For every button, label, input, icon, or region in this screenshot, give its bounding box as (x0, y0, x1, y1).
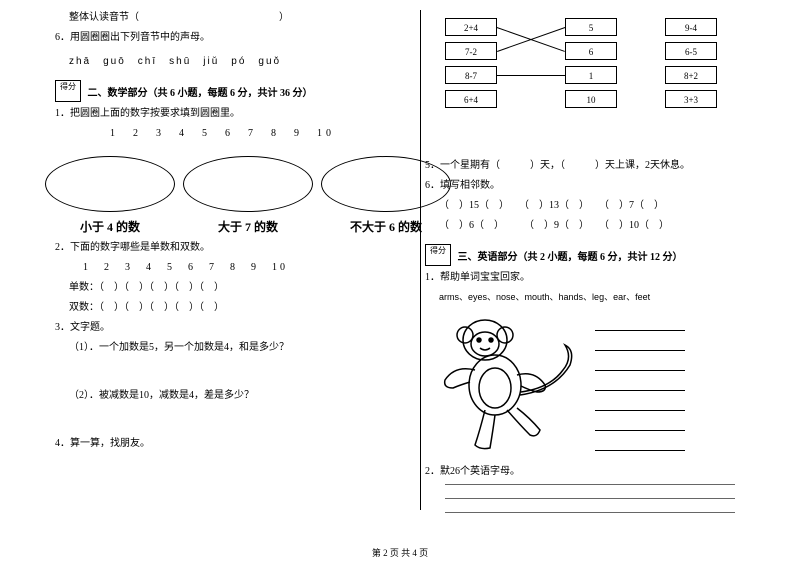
section-3-header: 得分 三、英语部分（共 2 小题，每题 6 分，共计 12 分） (425, 244, 780, 266)
match-line-2 (497, 75, 565, 76)
math-q6: 6．填写相邻数。 (425, 178, 780, 194)
oval-2 (183, 156, 313, 212)
match-right-2: 8+2 (665, 66, 717, 84)
write-line-3 (445, 512, 735, 526)
math-q4: 4．算一算，找朋友。 (55, 436, 390, 452)
q3-part2: （2）．被减数是10，减数是4，差是多少？ (55, 388, 390, 404)
section-2-header: 得分 二、数学部分（共 6 小题，每题 6 分，共计 36 分） (55, 80, 390, 102)
question-6: 6．用圆圈圈出下列音节中的声母。 (55, 30, 390, 46)
holistic-syllable-line: 整体认读音节（ ） (55, 10, 390, 26)
q3-part1: （1）．一个加数是5，另一个加数是4，和是多少？ (55, 340, 390, 356)
write-line-2 (445, 498, 735, 512)
q2-digits: 1 2 3 4 5 6 7 8 9 10 (55, 260, 390, 276)
ovals-diagram: 小于 4 的数 大于 7 的数 不大于 6 的数 (35, 148, 455, 238)
digits-row: 1 2 3 4 5 6 7 8 9 10 (55, 126, 390, 142)
math-q5: 5．一个星期有（ ）天，（ ）天上课，2天休息。 (425, 158, 780, 174)
oval-label-2: 大于 7 的数 (183, 218, 313, 235)
monkey-diagram (425, 310, 765, 460)
match-left-3: 6+4 (445, 90, 497, 108)
match-left-2: 8-7 (445, 66, 497, 84)
math-q1: 1．把圆圈上面的数字按要求填到圆圈里。 (55, 106, 390, 122)
match-right-1: 6-5 (665, 42, 717, 60)
monkey-icon (425, 310, 595, 460)
body-label-line-1 (595, 350, 685, 351)
write-line-1 (445, 484, 735, 498)
match-left-1: 7-2 (445, 42, 497, 60)
body-label-line-2 (595, 370, 685, 371)
body-label-line-3 (595, 390, 685, 391)
matching-diagram: 2+4 7-2 8-7 6+4 5 6 1 10 9-4 6-5 8+2 3+3 (425, 10, 765, 150)
oval-label-1: 小于 4 的数 (45, 218, 175, 235)
score-box-2: 得分 (425, 244, 451, 266)
body-label-line-5 (595, 430, 685, 431)
match-mid-1: 6 (565, 42, 617, 60)
english-q1: 1．帮助单词宝宝回家。 (425, 270, 780, 286)
page-footer: 第 2 页 共 4 页 (0, 546, 800, 559)
match-left-0: 2+4 (445, 18, 497, 36)
score-box: 得分 (55, 80, 81, 102)
q2-double: 双数：（ ）（ ）（ ）（ ）（ ） (55, 300, 390, 316)
english-words: arms、eyes、nose、mouth、hands、leg、ear、feet (425, 290, 780, 304)
match-right-3: 3+3 (665, 90, 717, 108)
q2-single: 单数：（ ）（ ）（ ）（ ）（ ） (55, 280, 390, 296)
english-q2: 2．默26个英语字母。 (425, 464, 780, 480)
match-right-0: 9-4 (665, 18, 717, 36)
match-mid-0: 5 (565, 18, 617, 36)
section-3-title: 三、英语部分（共 2 小题，每题 6 分，共计 12 分） (458, 252, 683, 263)
q6-row1: （ ）15（ ） （ ）13（ ） （ ）7（ ） (425, 198, 780, 214)
left-column: 整体认读音节（ ） 6．用圆圈圈出下列音节中的声母。 zhā guō chī s… (0, 0, 400, 540)
right-column: 2+4 7-2 8-7 6+4 5 6 1 10 9-4 6-5 8+2 3+3 5．一个星期有（ ）… (400, 0, 800, 540)
match-mid-3: 10 (565, 90, 617, 108)
pinyin-row: zhā guō chī shū jiǔ pó guǒ (55, 54, 390, 70)
body-label-line-0 (595, 330, 685, 331)
math-q2: 2．下面的数字哪些是单数和双数。 (55, 240, 390, 256)
body-label-line-6 (595, 450, 685, 451)
match-mid-2: 1 (565, 66, 617, 84)
section-2-title: 二、数学部分（共 6 小题，每题 6 分，共计 36 分） (88, 88, 313, 99)
body-label-line-4 (595, 410, 685, 411)
q6-row2: （ ）6（ ） （ ）9（ ） （ ）10（ ） (425, 218, 780, 234)
oval-1 (45, 156, 175, 212)
math-q3: 3．文字题。 (55, 320, 390, 336)
